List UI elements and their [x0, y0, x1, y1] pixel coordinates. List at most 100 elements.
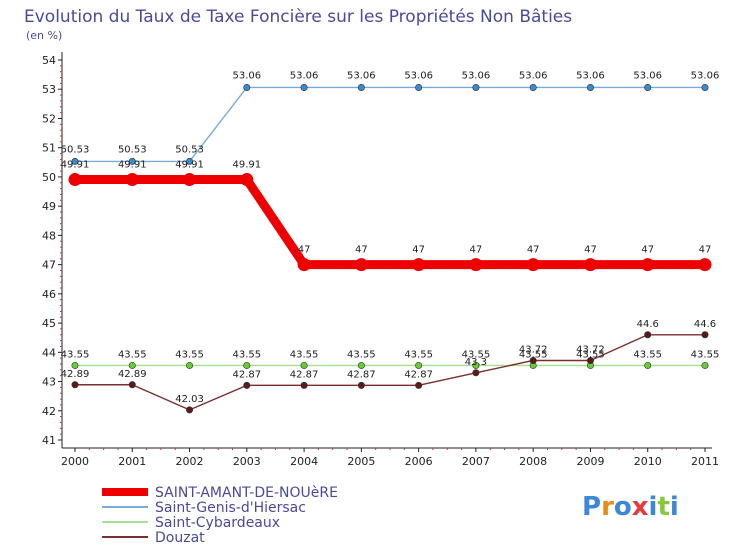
logo-letter: i — [670, 492, 679, 522]
data-point — [357, 361, 365, 369]
x-tick-label: 2004 — [290, 455, 318, 468]
data-label: 43.72 — [519, 344, 548, 355]
data-point — [357, 83, 365, 91]
data-label: 47 — [470, 245, 483, 256]
chart-title: Evolution du Taux de Taxe Foncière sur l… — [24, 7, 572, 27]
data-point — [240, 173, 254, 187]
data-label: 42.87 — [404, 369, 433, 380]
data-point — [128, 381, 136, 389]
logo-letter: r — [601, 492, 614, 522]
y-tick-label: 47 — [42, 259, 56, 272]
logo-letter: t — [657, 492, 669, 522]
data-point — [529, 356, 537, 364]
data-label: 42.87 — [347, 369, 376, 380]
data-label: 49.91 — [175, 160, 204, 171]
data-label: 47 — [355, 245, 368, 256]
data-label: 53.06 — [633, 70, 662, 81]
legend-label: SAINT-AMANT-DE-NOUèRE — [155, 485, 338, 501]
data-point — [415, 381, 423, 389]
proxiti-logo: Proxiti — [582, 492, 679, 522]
data-labels: 50.53 50.53 50.53 53.06 53.06 53.06 53.06 53.06… — [61, 70, 720, 404]
y-tick-label: 41 — [42, 434, 56, 447]
data-label: 53.06 — [462, 70, 491, 81]
data-point — [529, 83, 537, 91]
data-point — [125, 173, 139, 187]
chart-subtitle: (en %) — [26, 29, 62, 42]
y-tick-label: 49 — [42, 200, 56, 213]
data-label: 53.06 — [347, 70, 376, 81]
data-label: 42.87 — [290, 369, 319, 380]
y-tick-label: 42 — [42, 405, 56, 418]
data-label: 44.6 — [637, 319, 659, 330]
data-label: 47 — [298, 245, 311, 256]
data-label: 43.72 — [576, 344, 605, 355]
x-tick-label: 2000 — [61, 455, 89, 468]
data-point — [357, 381, 365, 389]
series-line — [74, 334, 706, 411]
y-tick-label: 46 — [42, 288, 56, 301]
data-point — [472, 83, 480, 91]
legend-label: Douzat — [155, 530, 205, 546]
data-point — [128, 157, 136, 165]
data-label: 42.89 — [61, 369, 90, 380]
logo-text: Proxiti — [582, 492, 679, 522]
data-label: 53.06 — [576, 70, 605, 81]
data-label: 53.06 — [404, 70, 433, 81]
logo-letter: o — [614, 492, 632, 522]
data-point — [300, 381, 308, 389]
data-point — [71, 361, 79, 369]
y-tick-label: 44 — [42, 346, 56, 359]
y-tick-label: 54 — [42, 54, 56, 67]
series-layer — [68, 83, 712, 414]
data-label: 43.55 — [61, 349, 90, 360]
data-point — [186, 157, 194, 165]
data-label: 47 — [699, 245, 712, 256]
data-point — [698, 258, 712, 272]
data-label: 43.55 — [633, 349, 662, 360]
x-tick-label: 2002 — [176, 455, 204, 468]
y-tick-label: 53 — [42, 83, 56, 96]
data-point — [412, 258, 426, 272]
data-point — [701, 83, 709, 91]
y-tick-label: 51 — [42, 142, 56, 155]
series-line — [74, 86, 706, 163]
data-point — [641, 258, 655, 272]
data-label: 43.55 — [462, 349, 491, 360]
data-point — [243, 361, 251, 369]
x-tick-label: 2008 — [519, 455, 547, 468]
data-point — [68, 173, 82, 187]
data-point — [71, 381, 79, 389]
data-label: 50.53 — [175, 144, 204, 155]
data-label: 53.06 — [519, 70, 548, 81]
series-line — [70, 175, 710, 270]
data-label: 43.55 — [232, 349, 261, 360]
data-point — [472, 361, 480, 369]
data-point — [243, 83, 251, 91]
data-point — [701, 331, 709, 339]
x-tick-label: 2005 — [347, 455, 375, 468]
x-tick-label: 2006 — [405, 455, 433, 468]
data-point — [415, 361, 423, 369]
data-label: 42.87 — [232, 369, 261, 380]
x-tick-label: 2001 — [118, 455, 146, 468]
data-label: 42.89 — [118, 369, 147, 380]
data-label: 43.55 — [118, 349, 147, 360]
data-point — [644, 83, 652, 91]
legend-label: Saint-Genis-d'Hiersac — [155, 500, 306, 516]
data-label: 43.55 — [691, 349, 720, 360]
data-point — [71, 157, 79, 165]
data-label: 53.06 — [232, 70, 261, 81]
x-tick-label: 2011 — [691, 455, 719, 468]
data-point — [128, 361, 136, 369]
data-point — [583, 258, 597, 272]
data-label: 43.55 — [519, 349, 548, 360]
data-point — [701, 361, 709, 369]
data-label: 43.55 — [576, 349, 605, 360]
data-label: 49.91 — [61, 160, 90, 171]
data-point — [186, 406, 194, 414]
data-label: 47 — [641, 245, 654, 256]
data-point — [586, 356, 594, 364]
data-label: 47 — [527, 245, 540, 256]
y-tick-label: 50 — [42, 171, 56, 184]
